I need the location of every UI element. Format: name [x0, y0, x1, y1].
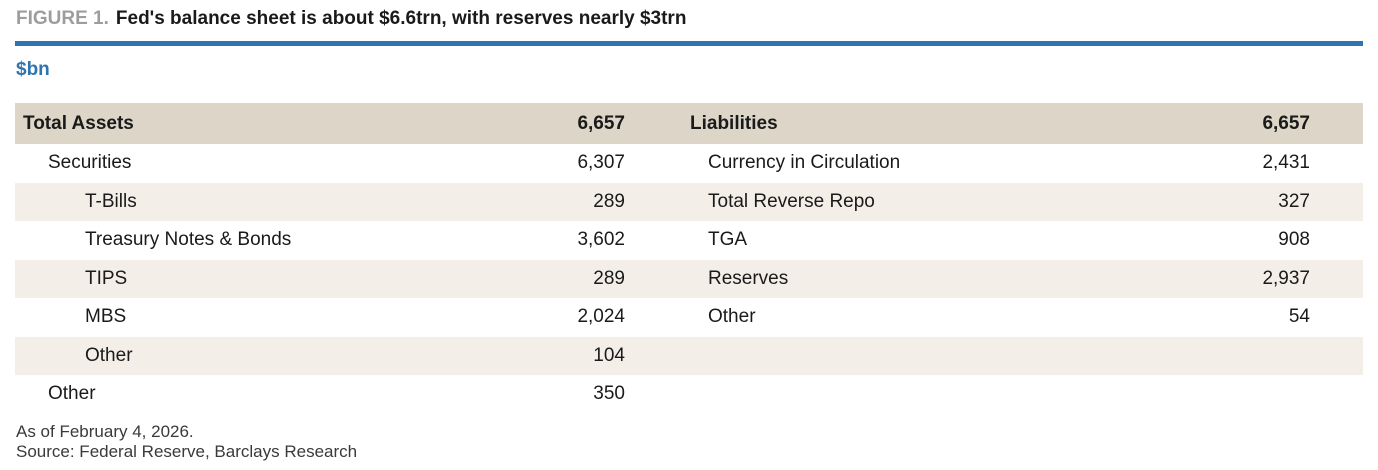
- asset-value-cell: 2,024: [577, 306, 625, 328]
- figure-title-row: FIGURE 1. Fed's balance sheet is about $6…: [0, 0, 1378, 31]
- asset-label-cell: T-Bills: [85, 190, 137, 212]
- asset-label-cell: Other: [48, 383, 96, 405]
- table-row: TIPS 289 Reserves 2,937: [15, 259, 1363, 298]
- liability-value-cell: 908: [1278, 229, 1310, 251]
- figure-number-label: FIGURE 1.: [16, 8, 109, 29]
- liability-label-cell: Liabilities: [690, 112, 778, 134]
- liability-value-cell: 54: [1288, 306, 1310, 328]
- source-note: Source: Federal Reserve, Barclays Resear…: [16, 441, 358, 461]
- unit-label: $bn: [16, 59, 50, 80]
- liability-value-cell: 6,657: [1262, 112, 1310, 134]
- asset-label-cell: Other: [85, 344, 133, 366]
- top-rule-divider: [15, 41, 1363, 46]
- as-of-note: As of February 4, 2026.: [16, 421, 194, 441]
- table-header-row: Total Assets 6,657 Liabilities 6,657: [15, 103, 1363, 144]
- asset-value-cell: 6,307: [577, 152, 625, 174]
- table-row: Other 104: [15, 336, 1363, 375]
- liability-label-cell: Other: [708, 306, 756, 328]
- liability-label-cell: Currency in Circulation: [708, 152, 901, 174]
- balance-sheet-table: Total Assets 6,657 Liabilities 6,657 Securit…: [15, 103, 1363, 414]
- asset-value-cell: 3,602: [577, 229, 625, 251]
- asset-value-cell: 350: [593, 383, 625, 405]
- table-row: MBS 2,024 Other 54: [15, 298, 1363, 337]
- figure-footnotes: As of February 4, 2026. Source: Federal …: [16, 422, 1378, 462]
- liability-value-cell: 2,937: [1262, 267, 1310, 289]
- table-row: Treasury Notes & Bonds 3,602 TGA 908: [15, 221, 1363, 260]
- asset-value-cell: 289: [593, 190, 625, 212]
- table-row: Securities 6,307 Currency in Circulation 2,…: [15, 144, 1363, 183]
- asset-label-cell: MBS: [85, 306, 127, 328]
- table-row: Other 350: [15, 375, 1363, 414]
- asset-label-cell: Treasury Notes & Bonds: [85, 229, 292, 251]
- asset-value-cell: 104: [593, 344, 625, 366]
- asset-value-cell: 289: [593, 267, 625, 289]
- liability-value-cell: 327: [1278, 190, 1310, 212]
- table-row: T-Bills 289 Total Reverse Repo 327: [15, 182, 1363, 221]
- liability-label-cell: TGA: [708, 229, 748, 251]
- asset-value-cell: 6,657: [577, 112, 625, 134]
- figure-title: Fed's balance sheet is about $6.6trn, wi…: [115, 8, 687, 29]
- liability-label-cell: Reserves: [708, 267, 789, 289]
- liability-value-cell: 2,431: [1262, 152, 1310, 174]
- asset-label-cell: Total Assets: [23, 112, 134, 134]
- asset-label-cell: TIPS: [85, 267, 128, 289]
- asset-label-cell: Securities: [48, 152, 132, 174]
- liability-label-cell: Total Reverse Repo: [708, 190, 875, 212]
